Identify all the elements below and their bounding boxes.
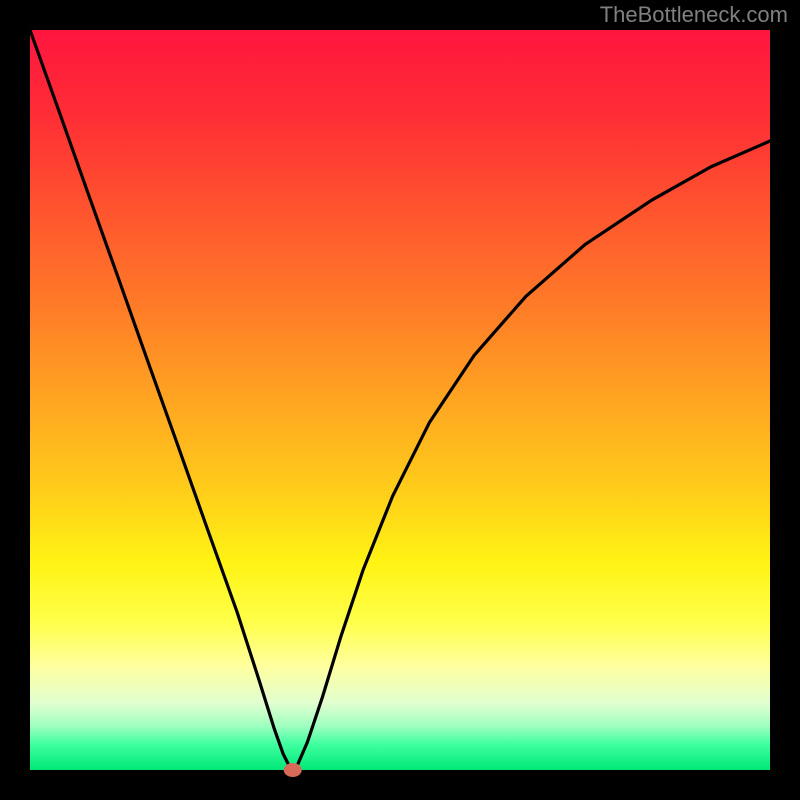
watermark-text: TheBottleneck.com [600,2,788,27]
bottleneck-chart: TheBottleneck.com [0,0,800,800]
chart-container: TheBottleneck.com [0,0,800,800]
optimal-marker [284,763,302,777]
plot-background [30,30,770,770]
